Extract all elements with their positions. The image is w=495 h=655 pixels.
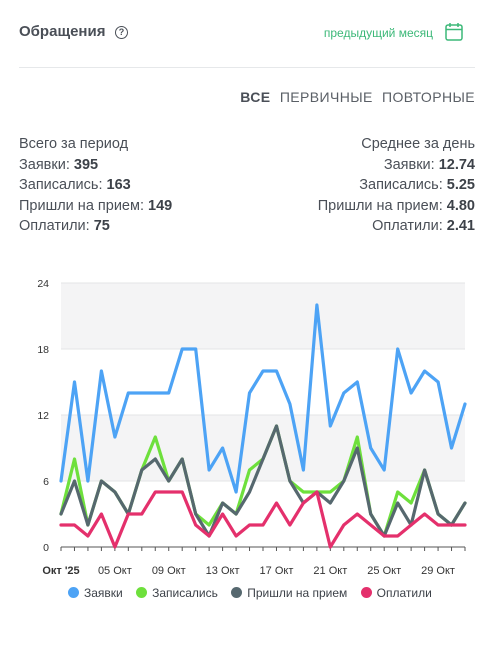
y-tick-label: 24 (37, 278, 49, 290)
totals-heading: Всего за период (19, 136, 129, 152)
stat-value: 12.74 (438, 156, 475, 173)
x-tick-label: 13 Окт (206, 565, 240, 577)
stat-label: Заявки: (19, 156, 70, 173)
legend-label: Пришли на прием (247, 586, 348, 600)
page-title: Обращения (19, 23, 106, 40)
legend-item-requests[interactable]: Заявки (68, 586, 123, 600)
x-tick-label: 25 Окт (367, 565, 401, 577)
stat-value: 75 (93, 218, 110, 234)
legend-dot (231, 587, 243, 598)
stat-label: Записались: (359, 177, 443, 193)
stat-value: 163 (106, 177, 131, 193)
stat-label: Заявки: (383, 156, 435, 173)
legend-dot (68, 587, 79, 598)
averages-row: Оплатили: 2.41 (318, 216, 475, 237)
averages-heading: Среднее за день (361, 136, 475, 152)
card-header: Обращения ? предыдущий месяц (0, 0, 495, 68)
tab-primary[interactable]: ПЕРВИЧНЫЕ (279, 89, 373, 105)
stat-label: Пришли на прием: (317, 197, 443, 214)
tab-repeat[interactable]: ПОВТОРНЫЕ (382, 89, 475, 105)
grid-band (61, 415, 465, 481)
y-tick-label: 18 (37, 344, 49, 356)
y-tick-label: 6 (43, 476, 49, 488)
legend-item-attended[interactable]: Пришли на прием (231, 586, 347, 600)
x-tick-label: 29 Окт (421, 565, 455, 577)
legend-label: Оплатили (376, 586, 432, 600)
calendar-icon[interactable] (445, 22, 463, 41)
stat-value: 4.80 (446, 197, 475, 214)
x-tick-label: Окт '25 (42, 565, 79, 577)
series-line-4 (59, 490, 467, 549)
totals-row: Заявки: 395 (19, 155, 172, 176)
legend-item-paid[interactable]: Оплатили (360, 586, 432, 600)
stat-label: Оплатили: (372, 218, 443, 234)
totals-row: Пришли на прием: 149 (19, 196, 172, 217)
stat-label: Пришли на прием: (19, 197, 144, 214)
line-chart: 0 6 12 18 24 Окт '25 05 Окт 09 Окт 13 Окт 17 Окт 2… (37, 278, 467, 577)
legend-label: Записались (152, 586, 218, 600)
header-divider (19, 67, 475, 68)
x-tick-label: 09 Окт (152, 565, 186, 577)
x-tick-label: 17 Окт (260, 565, 294, 577)
averages-block: Среднее за день Заявки: 12.74 Записались… (318, 134, 475, 237)
averages-row: Пришли на прием: 4.80 (318, 196, 475, 217)
averages-row: Записались: 5.25 (318, 175, 475, 196)
legend-dot (360, 587, 372, 598)
y-tick-label: 0 (43, 542, 49, 554)
legend-label: Заявки (84, 586, 123, 600)
legend-dot (136, 587, 148, 598)
series-line-1 (59, 303, 467, 494)
stat-value: 395 (73, 156, 99, 173)
chart-legend: Заявки Записались Пришли на прием Оплати… (68, 586, 442, 600)
stat-value: 149 (148, 197, 173, 214)
x-tick-label: 21 Окт (313, 565, 347, 577)
filter-tabs: ВСЕ ПЕРВИЧНЫЕ ПОВТОРНЫЕ (235, 89, 475, 105)
averages-row: Заявки: 12.74 (318, 155, 475, 176)
grid-band (61, 283, 465, 349)
period-selector-label[interactable]: предыдущий месяц (323, 26, 433, 40)
totals-row: Оплатили: 75 (19, 216, 172, 237)
stat-value: 2.41 (446, 218, 475, 234)
stat-label: Записались: (19, 177, 103, 193)
totals-block: Всего за период Заявки: 395 Записались: … (19, 134, 172, 237)
y-tick-label: 12 (37, 410, 49, 422)
legend-item-booked[interactable]: Записались (136, 586, 218, 600)
stat-value: 5.25 (446, 177, 475, 193)
totals-row: Записались: 163 (19, 175, 172, 196)
help-icon[interactable]: ? (115, 26, 128, 39)
tab-all[interactable]: ВСЕ (240, 89, 271, 105)
stat-label: Оплатили: (19, 218, 90, 234)
x-tick-label: 05 Окт (98, 565, 132, 577)
